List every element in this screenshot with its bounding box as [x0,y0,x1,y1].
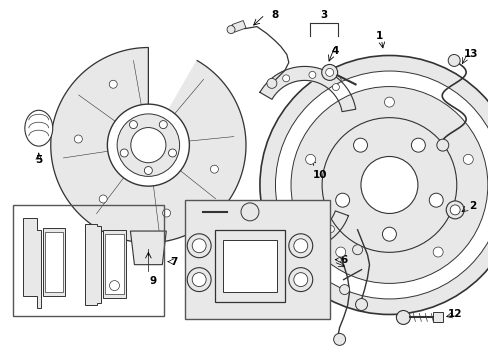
Text: 5: 5 [35,155,42,165]
Bar [45,232,62,292]
Circle shape [353,138,367,152]
Bar [13,205,164,316]
Circle shape [325,68,333,76]
Text: 4: 4 [331,45,339,55]
Bar [185,200,329,319]
Polygon shape [251,211,348,250]
Circle shape [260,55,488,315]
Text: 6: 6 [339,255,346,265]
Bar [432,312,442,323]
Circle shape [241,203,259,221]
Circle shape [436,139,448,151]
Circle shape [352,245,362,255]
Circle shape [120,149,128,157]
Circle shape [192,273,206,287]
Circle shape [159,121,167,129]
Ellipse shape [25,110,53,146]
Text: 1: 1 [375,31,382,41]
Circle shape [360,157,417,213]
Circle shape [332,84,339,91]
Circle shape [187,234,211,258]
Circle shape [410,138,425,152]
Circle shape [187,268,211,292]
Circle shape [308,71,315,78]
Circle shape [288,268,312,292]
Polygon shape [51,48,245,243]
Circle shape [210,165,218,173]
Circle shape [335,247,345,257]
Circle shape [333,333,345,345]
Text: 3: 3 [320,10,326,20]
Circle shape [109,80,117,88]
Circle shape [432,247,442,257]
Circle shape [168,149,176,157]
Circle shape [266,78,276,88]
Circle shape [384,97,394,107]
Circle shape [322,118,456,252]
Circle shape [335,193,349,207]
Bar [102,230,126,298]
Bar [215,230,285,302]
Circle shape [339,285,349,294]
Circle shape [428,193,442,207]
Circle shape [305,154,315,165]
Circle shape [382,227,396,241]
Circle shape [117,114,179,176]
Circle shape [296,238,303,246]
Circle shape [130,127,165,163]
Polygon shape [23,218,41,307]
Circle shape [449,205,459,215]
Circle shape [162,209,170,217]
Circle shape [226,26,235,33]
Circle shape [293,273,307,287]
Circle shape [321,64,337,80]
Circle shape [282,75,289,82]
Text: 10: 10 [312,170,326,180]
Circle shape [355,298,367,310]
Text: 13: 13 [463,49,477,59]
Circle shape [107,104,189,186]
Circle shape [99,195,107,203]
Text: 12: 12 [447,310,462,319]
Bar [104,234,124,293]
Text: 8: 8 [271,10,278,20]
Circle shape [288,234,312,258]
Circle shape [74,135,82,143]
Bar [42,228,64,296]
Text: 2: 2 [468,201,476,211]
Polygon shape [130,231,166,265]
Text: 7: 7 [170,257,178,267]
Circle shape [275,71,488,299]
Circle shape [129,121,137,129]
Circle shape [446,201,463,219]
Circle shape [396,310,409,324]
Circle shape [192,239,206,253]
Circle shape [462,154,472,165]
Bar [232,21,245,32]
Bar [223,240,276,292]
Circle shape [109,280,119,291]
Circle shape [264,226,272,233]
Circle shape [290,86,487,283]
Polygon shape [260,67,355,112]
Circle shape [144,167,152,175]
Circle shape [327,226,334,233]
Text: 9: 9 [149,276,157,285]
Text: 11: 11 [314,255,328,265]
Circle shape [293,239,307,253]
Polygon shape [84,224,101,305]
Circle shape [447,54,459,67]
